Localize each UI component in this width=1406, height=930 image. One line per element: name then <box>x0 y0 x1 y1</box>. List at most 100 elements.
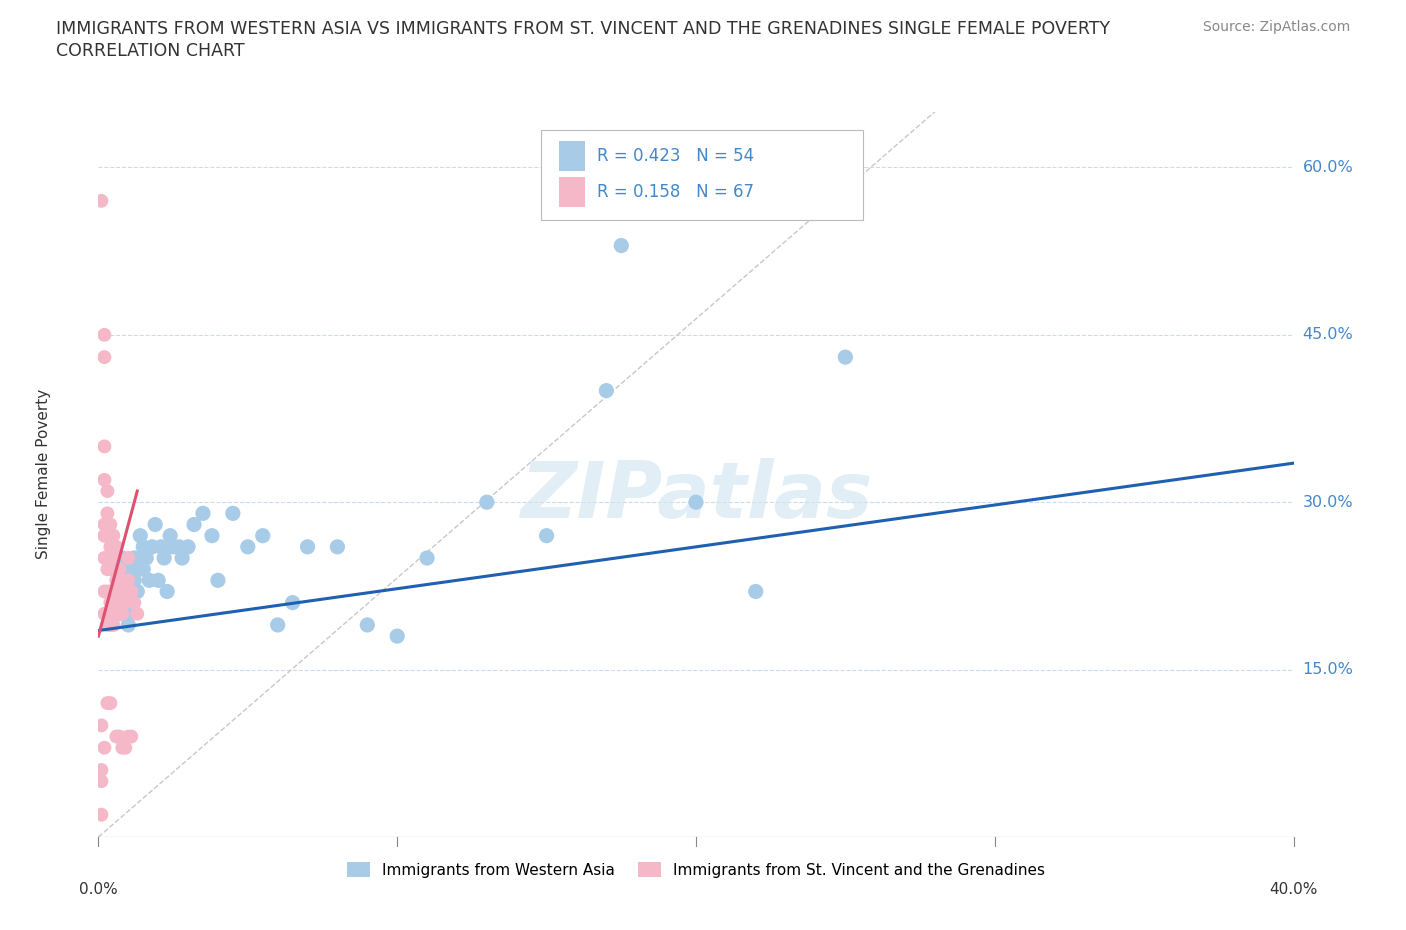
Point <box>610 238 633 253</box>
Point <box>103 562 125 577</box>
Point <box>138 573 160 588</box>
Point <box>98 606 122 621</box>
Point <box>98 562 122 577</box>
Point <box>150 539 173 554</box>
Point <box>120 729 142 744</box>
Point <box>267 618 290 632</box>
FancyBboxPatch shape <box>541 130 863 220</box>
Point <box>127 584 149 599</box>
Point <box>416 551 439 565</box>
Point <box>96 606 118 621</box>
Point <box>127 562 149 577</box>
Point <box>108 606 131 621</box>
Legend: Immigrants from Western Asia, Immigrants from St. Vincent and the Grenadines: Immigrants from Western Asia, Immigrants… <box>340 856 1052 884</box>
Point <box>90 193 112 208</box>
Point <box>96 696 118 711</box>
Point <box>120 584 142 599</box>
Point <box>103 584 125 599</box>
Point <box>98 595 122 610</box>
Point <box>98 618 122 632</box>
Point <box>93 517 115 532</box>
Point <box>159 528 181 543</box>
Point <box>108 584 131 599</box>
Point <box>252 528 274 543</box>
Point <box>103 595 125 610</box>
Point <box>108 573 131 588</box>
Point <box>96 506 118 521</box>
Point <box>111 606 134 621</box>
Text: R = 0.423   N = 54: R = 0.423 N = 54 <box>596 147 754 165</box>
Point <box>111 551 134 565</box>
Point <box>475 495 498 510</box>
Point <box>114 573 136 588</box>
Point <box>96 484 118 498</box>
Text: R = 0.158   N = 67: R = 0.158 N = 67 <box>596 183 754 201</box>
Point <box>96 562 118 577</box>
Point <box>111 573 134 588</box>
Point <box>96 618 118 632</box>
FancyBboxPatch shape <box>558 177 585 207</box>
Point <box>117 729 139 744</box>
Point <box>120 584 142 599</box>
Point <box>132 539 155 554</box>
Point <box>96 584 118 599</box>
Point <box>177 539 200 554</box>
Point <box>162 539 184 554</box>
Point <box>281 595 304 610</box>
Text: 45.0%: 45.0% <box>1302 327 1353 342</box>
Point <box>135 551 157 565</box>
Point <box>114 595 136 610</box>
Point <box>105 595 128 610</box>
Point <box>93 327 115 342</box>
Text: ZIPatlas: ZIPatlas <box>520 458 872 534</box>
Point <box>111 584 134 599</box>
Point <box>117 573 139 588</box>
Point <box>96 551 118 565</box>
Point <box>93 528 115 543</box>
Point <box>93 439 115 454</box>
Point <box>98 539 122 554</box>
Point <box>103 584 125 599</box>
Point <box>93 472 115 487</box>
Point <box>183 517 205 532</box>
Point <box>127 606 149 621</box>
Point <box>129 528 152 543</box>
Point <box>98 551 122 565</box>
Point <box>105 573 128 588</box>
Point <box>105 606 128 621</box>
Point <box>191 506 214 521</box>
Point <box>124 595 146 610</box>
Point <box>222 506 245 521</box>
Point <box>156 584 179 599</box>
Point <box>124 573 146 588</box>
Point <box>108 729 131 744</box>
Point <box>93 584 115 599</box>
Point <box>90 718 112 733</box>
Point <box>153 551 176 565</box>
Text: 15.0%: 15.0% <box>1302 662 1354 677</box>
Point <box>98 696 122 711</box>
Point <box>167 539 190 554</box>
Point <box>172 551 194 565</box>
Point <box>356 618 378 632</box>
Point <box>111 584 134 599</box>
Point <box>114 740 136 755</box>
Point <box>385 629 409 644</box>
Point <box>117 584 139 599</box>
Point <box>117 606 139 621</box>
Point <box>685 495 707 510</box>
Point <box>93 551 115 565</box>
Point <box>103 606 125 621</box>
Point <box>93 606 115 621</box>
Point <box>745 584 768 599</box>
Point <box>103 528 125 543</box>
Point <box>93 350 115 365</box>
Point <box>90 774 112 789</box>
Point <box>93 740 115 755</box>
Point <box>236 539 259 554</box>
Point <box>108 606 131 621</box>
Point <box>90 807 112 822</box>
Point <box>834 350 856 365</box>
Text: Single Female Poverty: Single Female Poverty <box>35 389 51 560</box>
Point <box>96 528 118 543</box>
